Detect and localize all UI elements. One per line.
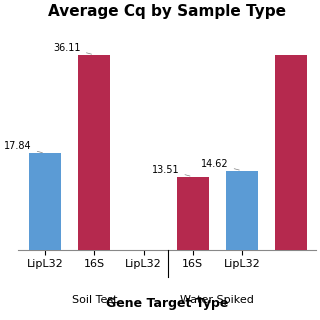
Bar <box>275 55 307 250</box>
Bar <box>226 171 258 250</box>
Text: 36.11: 36.11 <box>53 43 92 54</box>
Text: Water Spiked: Water Spiked <box>180 295 254 305</box>
Text: 13.51: 13.51 <box>152 164 190 176</box>
Title: Average Cq by Sample Type: Average Cq by Sample Type <box>48 4 286 19</box>
Text: 14.62: 14.62 <box>201 159 239 170</box>
Bar <box>78 55 110 250</box>
Text: 17.84: 17.84 <box>4 141 42 153</box>
X-axis label: Gene Target Type: Gene Target Type <box>106 297 228 310</box>
Bar <box>177 177 209 250</box>
Text: Soil Test: Soil Test <box>72 295 117 305</box>
Bar <box>29 153 61 250</box>
